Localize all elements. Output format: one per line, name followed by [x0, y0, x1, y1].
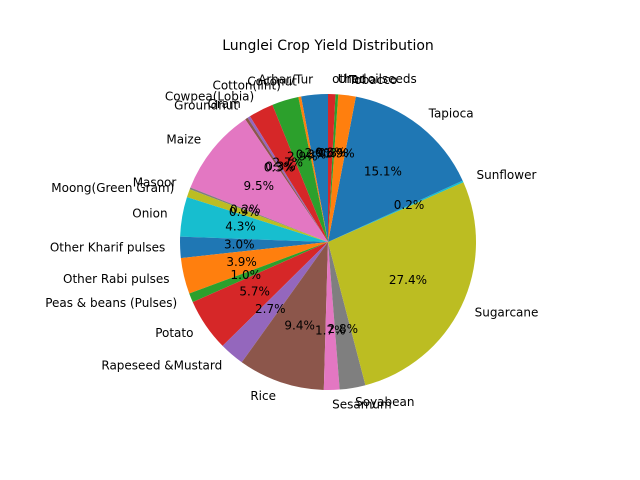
slice-label-rapeseed-mustard: Rapeseed &Mustard — [101, 358, 222, 372]
pie-slice-gram — [247, 116, 328, 242]
slice-percent-gram: 0.3% — [265, 160, 296, 174]
pie-slice-masoor — [189, 187, 328, 242]
slice-percent-sunflower: 0.2% — [394, 198, 425, 212]
pie-slice-rice — [241, 242, 328, 390]
pie-slice-other-oilseeds — [328, 94, 336, 242]
slice-label-coconut: Coconut — [247, 75, 297, 89]
pie-slice-urad — [328, 94, 339, 242]
pie-slice-sesamum — [323, 242, 340, 391]
slice-percent-tapioca: 15.1% — [364, 165, 402, 179]
slice-percent-rice: 9.4% — [284, 319, 315, 333]
slice-percent-sesamum: 1.7% — [315, 323, 346, 337]
pie-slice-other-kharif-pulses — [180, 236, 328, 259]
pie-slice-sugarcane — [328, 182, 477, 386]
slice-percent-tobacco: 1.9% — [324, 146, 355, 160]
pie-slice-groundnut — [245, 117, 328, 242]
slice-percent-rapeseed-mustard: 2.7% — [255, 302, 286, 316]
slice-label-cowpea-lobia: Cowpea(Lobia) — [165, 89, 254, 103]
pie-slice-other-rabi-pulses — [180, 242, 328, 294]
pie-slices — [180, 93, 477, 391]
slice-label-groundnut: Groundnut — [174, 99, 238, 113]
slice-percent-cotton-lint: 2.9% — [287, 150, 318, 164]
slice-label-potato: Potato — [155, 326, 193, 340]
slice-label-arhar-tur: Arhar/Tur — [258, 72, 313, 86]
slice-label-sesamum: Sesamum — [332, 397, 392, 411]
slice-percent-soyabean: 2.8% — [328, 322, 359, 336]
pie-slice-rapeseed-mustard — [222, 242, 328, 363]
slice-label-maize: Maize — [166, 132, 201, 146]
pie-slice-potato — [192, 242, 328, 346]
slice-label-onion: Onion — [132, 207, 167, 221]
slice-percent-arhar-tur: 2.9% — [305, 146, 336, 160]
chart-title: Lunglei Crop Yield Distribution — [222, 38, 434, 54]
slice-percent-other-kharif-pulses: 3.0% — [224, 238, 255, 252]
pie-slice-coconut — [298, 96, 328, 242]
slice-percent-moong-green-gram: 0.9% — [229, 205, 260, 219]
slice-label-sugarcane: Sugarcane — [475, 305, 539, 319]
slice-percent-peas-beans-pulses: 1.0% — [231, 268, 262, 282]
pie-slice-peas-beans-pulses — [189, 242, 328, 303]
pie-slice-arhar-tur — [301, 93, 328, 242]
pie-percentages: 2.9%0.3%2.9%2.7%0.3%0.3%9.5%0.2%0.9%4.3%… — [224, 146, 427, 338]
slice-label-masoor: Masoor — [133, 175, 177, 189]
pie-slice-cotton-lint — [272, 97, 328, 242]
slice-label-moong-green-gram: Moong(Green Gram) — [51, 181, 174, 195]
slice-percent-cowpea-lobia: 2.7% — [273, 155, 304, 169]
slice-percent-maize: 9.5% — [244, 179, 275, 193]
slice-label-tapioca: Tapioca — [428, 107, 474, 121]
pie-slice-cowpea-lobia — [249, 104, 328, 242]
pie-labels: Arhar/TurCoconutCotton(lint)Cowpea(Lobia… — [45, 72, 538, 412]
slice-percent-other-rabi-pulses: 3.9% — [226, 255, 257, 269]
pie-slice-tobacco — [328, 94, 356, 242]
slice-percent-groundnut: 0.3% — [264, 160, 295, 174]
slice-label-other-rabi-pulses: Other Rabi pulses — [63, 272, 170, 286]
slice-percent-coconut: 0.3% — [296, 147, 327, 161]
slice-label-tobacco: Tobacco — [348, 73, 397, 87]
slice-percent-potato: 5.7% — [239, 285, 270, 299]
slice-label-other-oilseeds: other oilseeds — [332, 72, 417, 86]
slice-label-peas-beans-pulses: Peas & beans (Pulses) — [45, 296, 177, 310]
slice-label-soyabean: Soyabean — [355, 395, 414, 409]
slice-label-sunflower: Sunflower — [477, 168, 537, 182]
slice-label-cotton-lint: Cotton(lint) — [212, 79, 280, 93]
slice-percent-masoor: 0.2% — [230, 202, 261, 216]
slice-percent-onion: 4.3% — [225, 219, 256, 233]
slice-label-rice: Rice — [250, 389, 276, 403]
slice-label-gram: Gram — [208, 97, 241, 111]
pie-slice-moong-green-gram — [186, 189, 328, 242]
slice-label-other-kharif-pulses: Other Kharif pulses — [50, 240, 165, 254]
pie-slice-soyabean — [328, 242, 366, 390]
slice-percent-sugarcane: 27.4% — [389, 273, 427, 287]
pie-slice-sunflower — [328, 180, 464, 242]
pie-slice-maize — [190, 119, 328, 242]
slice-percent-other-oilseeds: 0.8% — [315, 146, 346, 160]
slice-percent-urad: 0.3% — [318, 146, 349, 160]
slice-label-urad: Urad — [338, 72, 367, 86]
pie-slice-tapioca — [328, 96, 463, 243]
pie-slice-onion — [180, 197, 328, 242]
